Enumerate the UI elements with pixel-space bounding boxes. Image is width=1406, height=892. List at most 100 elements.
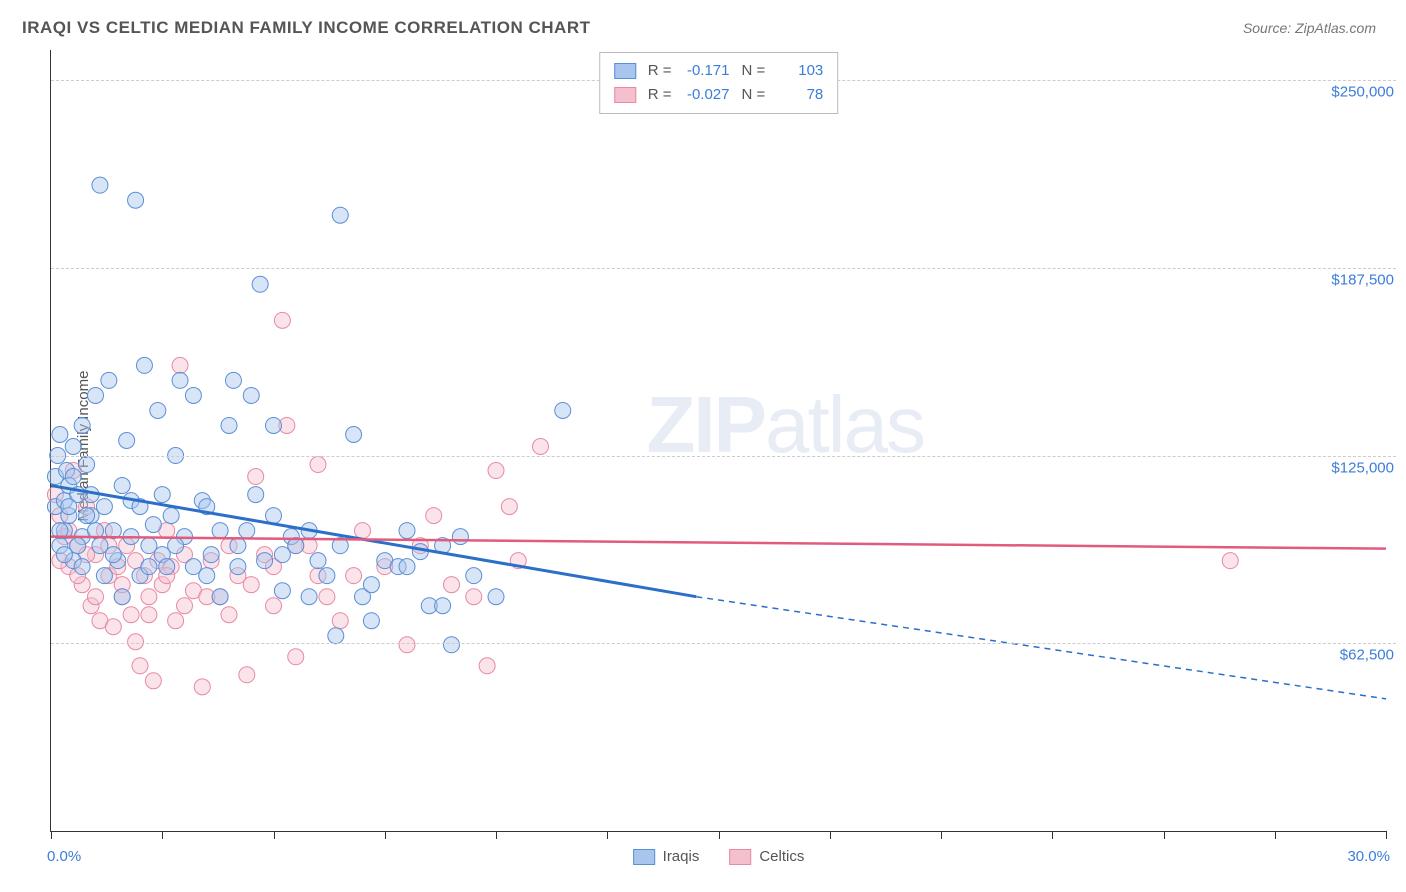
scatter-point <box>452 529 468 545</box>
legend-item-iraqis: Iraqis <box>633 848 700 865</box>
n-value-1: 78 <box>773 83 823 107</box>
legend-item-celtics: Celtics <box>729 848 804 865</box>
swatch-iraqis-icon <box>614 63 636 79</box>
scatter-point <box>230 559 246 575</box>
scatter-point <box>319 568 335 584</box>
scatter-point <box>243 387 259 403</box>
r-value-0: -0.171 <box>680 59 730 83</box>
scatter-point <box>145 673 161 689</box>
scatter-point <box>168 538 184 554</box>
scatter-point <box>301 589 317 605</box>
scatter-point <box>466 589 482 605</box>
n-label-1: N = <box>742 83 766 107</box>
scatter-point <box>128 634 144 650</box>
scatter-point <box>65 439 81 455</box>
grid-line <box>51 643 1396 644</box>
scatter-point <box>363 613 379 629</box>
scatter-point <box>488 463 504 479</box>
scatter-point <box>363 577 379 593</box>
scatter-point <box>70 538 86 554</box>
scatter-point <box>194 679 210 695</box>
scatter-point <box>248 469 264 485</box>
scatter-point <box>141 607 157 623</box>
legend-label-celtics: Celtics <box>759 848 804 865</box>
plot-svg <box>51 50 1386 831</box>
scatter-point <box>310 553 326 569</box>
scatter-point <box>163 508 179 524</box>
scatter-point <box>185 387 201 403</box>
x-tick <box>385 831 386 839</box>
scatter-point <box>1222 553 1238 569</box>
scatter-point <box>119 433 135 449</box>
scatter-point <box>61 499 77 515</box>
legend-stats-row-1: R = -0.027 N = 78 <box>614 83 824 107</box>
x-tick <box>496 831 497 839</box>
scatter-point <box>533 439 549 455</box>
x-tick <box>719 831 720 839</box>
r-value-1: -0.027 <box>680 83 730 107</box>
scatter-point <box>79 457 95 473</box>
x-axis-end-label: 30.0% <box>1347 848 1390 865</box>
scatter-point <box>239 523 255 539</box>
scatter-point <box>123 607 139 623</box>
grid-line <box>51 456 1396 457</box>
plot-area: ZIPatlas R = -0.171 N = 103 R = -0.027 N… <box>50 50 1386 832</box>
scatter-point <box>96 499 112 515</box>
scatter-point <box>346 426 362 442</box>
x-tick <box>51 831 52 839</box>
x-axis-start-label: 0.0% <box>47 848 81 865</box>
scatter-point <box>248 487 264 503</box>
scatter-point <box>444 637 460 653</box>
scatter-point <box>114 478 130 494</box>
scatter-point <box>346 568 362 584</box>
scatter-point <box>399 637 415 653</box>
scatter-point <box>399 559 415 575</box>
y-tick-label: $62,500 <box>1338 647 1396 664</box>
scatter-point <box>101 372 117 388</box>
y-tick-label: $125,000 <box>1329 459 1396 476</box>
scatter-point <box>105 619 121 635</box>
scatter-point <box>74 417 90 433</box>
scatter-point <box>444 577 460 593</box>
scatter-point <box>266 508 282 524</box>
scatter-point <box>479 658 495 674</box>
x-tick <box>607 831 608 839</box>
legend-swatch-iraqis-icon <box>633 849 655 865</box>
scatter-point <box>96 568 112 584</box>
scatter-point <box>141 589 157 605</box>
scatter-point <box>319 589 335 605</box>
scatter-point <box>225 372 241 388</box>
scatter-point <box>172 357 188 373</box>
scatter-point <box>136 357 152 373</box>
scatter-point <box>274 547 290 563</box>
scatter-point <box>310 457 326 473</box>
scatter-point <box>212 589 228 605</box>
r-label-0: R = <box>648 59 672 83</box>
scatter-point <box>79 508 95 524</box>
legend-stats-row-0: R = -0.171 N = 103 <box>614 59 824 83</box>
scatter-point <box>145 517 161 533</box>
scatter-point <box>141 559 157 575</box>
header-row: IRAQI VS CELTIC MEDIAN FAMILY INCOME COR… <box>10 10 1396 42</box>
scatter-point <box>332 207 348 223</box>
x-tick <box>941 831 942 839</box>
scatter-point <box>128 192 144 208</box>
scatter-point <box>399 523 415 539</box>
x-tick <box>830 831 831 839</box>
x-tick <box>1164 831 1165 839</box>
grid-line <box>51 268 1396 269</box>
scatter-point <box>132 658 148 674</box>
n-value-0: 103 <box>773 59 823 83</box>
scatter-point <box>74 559 90 575</box>
scatter-point <box>212 523 228 539</box>
scatter-point <box>488 589 504 605</box>
scatter-point <box>230 538 246 554</box>
scatter-point <box>105 547 121 563</box>
scatter-point <box>221 417 237 433</box>
x-tick <box>274 831 275 839</box>
trend-line-iraqis-ext <box>696 597 1386 699</box>
scatter-point <box>257 553 273 569</box>
scatter-point <box>154 487 170 503</box>
scatter-point <box>150 402 166 418</box>
legend-label-iraqis: Iraqis <box>663 848 700 865</box>
